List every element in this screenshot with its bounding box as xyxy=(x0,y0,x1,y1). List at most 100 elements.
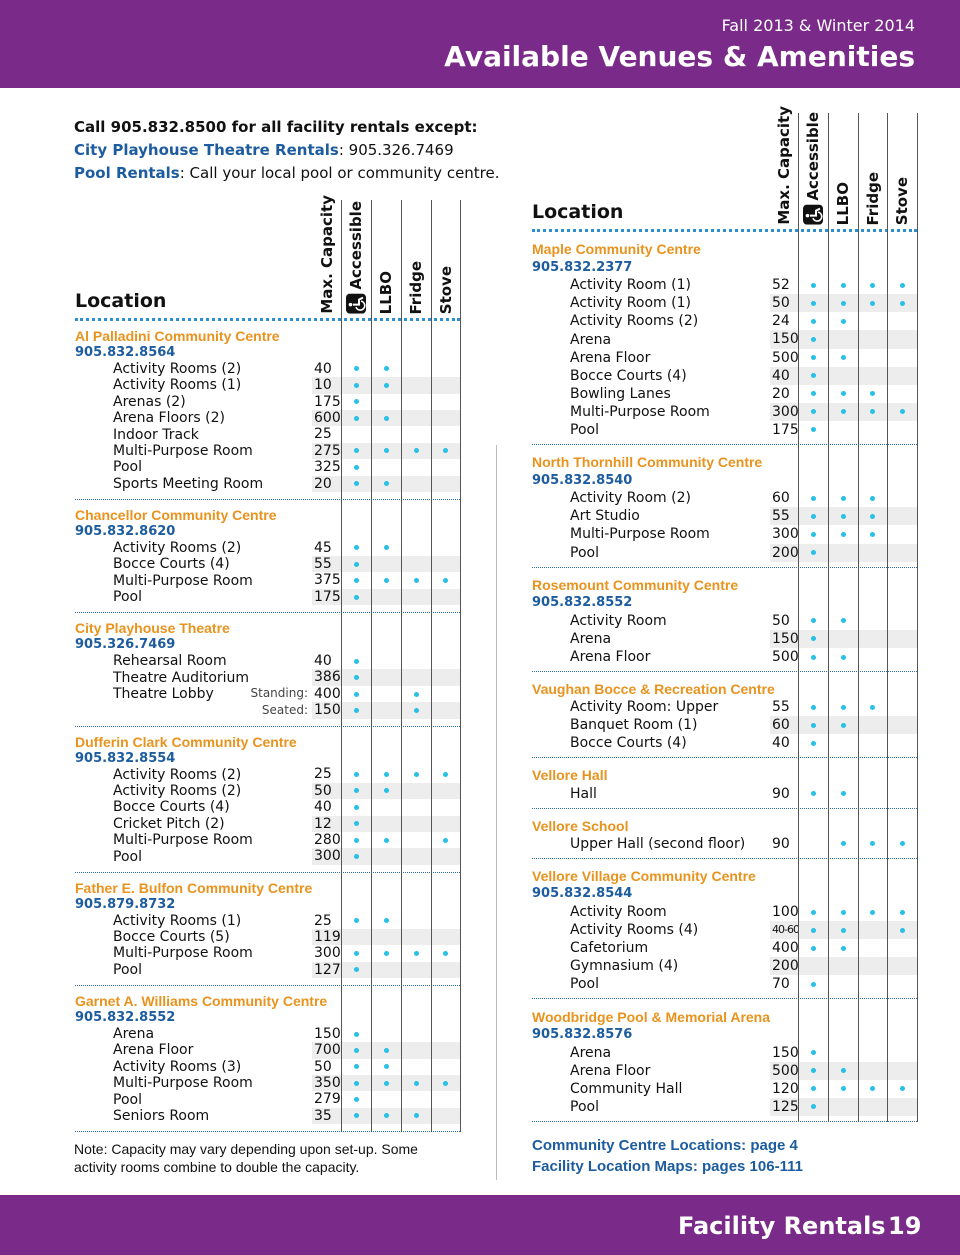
room-row: Multi-Purpose Room 375 xyxy=(75,572,460,589)
amenity-cell xyxy=(431,945,460,961)
room-row: Multi-Purpose Room 300 xyxy=(532,525,917,543)
capacity: 35 xyxy=(312,1107,341,1125)
amenity-dot xyxy=(840,531,846,537)
room-row: Pool 200 xyxy=(532,543,917,562)
amenity-cell xyxy=(371,588,401,606)
amenity-cell xyxy=(401,377,431,394)
amenity-cell xyxy=(371,848,401,865)
room-name-cell: Arena xyxy=(532,1045,770,1061)
amenity-dot xyxy=(810,337,816,343)
amenity-cell xyxy=(798,612,828,630)
amenity-dot xyxy=(870,909,875,915)
amenity-dot xyxy=(810,409,816,415)
room-name: Activity Rooms (4) xyxy=(570,922,699,939)
amenity-dot xyxy=(810,1050,816,1056)
amenity-cell xyxy=(828,612,858,630)
room-name-cell: Activity Room (2) xyxy=(532,490,770,506)
table-header: Location Max. Capacity Accessible LLBO Fridg… xyxy=(75,195,460,321)
amenity-cell xyxy=(887,385,917,403)
room-name: Activity Rooms (2) xyxy=(113,766,242,783)
column-label: Max. Capacity xyxy=(318,195,336,314)
amenity-cell xyxy=(431,782,460,800)
amenity-cell xyxy=(798,366,828,385)
amenity-dot xyxy=(413,1080,419,1086)
amenity-cell xyxy=(798,330,828,349)
column-line xyxy=(401,200,402,1132)
amenity-dot xyxy=(413,578,419,584)
room-name: Arena xyxy=(570,1044,612,1061)
amenity-dot xyxy=(810,318,816,324)
capacity: 375 xyxy=(314,572,341,589)
venue-row: North Thornhill Community Centre xyxy=(532,453,917,471)
room-row: Arena Floor 500 xyxy=(532,648,917,666)
amenity-dot xyxy=(810,550,816,556)
amenity-cell xyxy=(828,1080,858,1098)
amenity-dot xyxy=(443,448,448,454)
room-name: Arenas (2) xyxy=(113,393,186,410)
room-row: Arena 150 xyxy=(532,1044,917,1062)
phone-row: 905.832.8552 xyxy=(532,594,917,612)
room-name: Multi-Purpose Room xyxy=(113,1075,253,1092)
amenity-cell xyxy=(887,507,917,526)
venue-phone: 905.832.8552 xyxy=(532,595,633,611)
amenity-cell xyxy=(401,799,431,815)
room-name: Multi-Purpose Room xyxy=(570,403,710,420)
amenity-cell xyxy=(887,975,917,993)
amenity-dot xyxy=(899,909,905,915)
amenity-cell xyxy=(431,928,460,946)
amenity-cell xyxy=(431,1042,460,1059)
amenity-dot xyxy=(840,318,846,324)
venue-phone: 905.832.8544 xyxy=(532,886,633,902)
room-name: Theatre Lobby xyxy=(113,686,214,702)
room-name-cell: Theatre Lobby Standing: xyxy=(75,686,312,702)
venue-section: Father E. Bulfon Community Centre 905.879… xyxy=(75,873,460,987)
room-name: Arena Floors (2) xyxy=(113,410,225,427)
room-name-cell: Multi-Purpose Room xyxy=(75,1075,312,1091)
amenity-dot xyxy=(383,788,389,794)
amenity-dot xyxy=(810,300,816,306)
room-name-cell: Activity Rooms (2) xyxy=(75,540,312,556)
amenity-dot xyxy=(413,950,419,956)
room-name: Pool xyxy=(113,848,142,865)
amenity-cell xyxy=(401,686,431,702)
venue-phone: 905.832.8554 xyxy=(75,750,176,766)
room-row: Cafetorium 400 xyxy=(532,939,917,957)
amenity-cell xyxy=(828,312,858,330)
amenity-cell xyxy=(341,945,371,961)
room-row: Bocce Courts (4) 40 xyxy=(532,734,917,752)
amenity-dot xyxy=(443,772,448,778)
playhouse-text: : 905.326.7469 xyxy=(338,141,454,159)
column-text: Max. Capacity xyxy=(775,106,793,225)
room-row: Bocce Courts (4) 40 xyxy=(532,366,917,385)
amenity-cell xyxy=(371,766,401,782)
column-label: LLBO xyxy=(834,182,852,225)
column-label: Accessible xyxy=(346,201,366,314)
amenity-cell xyxy=(858,402,887,421)
column-divider xyxy=(496,445,497,1180)
room-name: Rehearsal Room xyxy=(113,653,227,670)
room-row: Rehearsal Room 40 xyxy=(75,653,460,669)
amenity-cell xyxy=(401,832,431,848)
room-name: Community Hall xyxy=(570,1080,683,1097)
room-row: Activity Rooms (1) 10 xyxy=(75,377,460,394)
room-name-cell: Bocce Courts (4) xyxy=(75,556,312,572)
capacity: 60 xyxy=(772,490,790,507)
amenity-cell xyxy=(401,913,431,929)
room-name-cell: Activity Room xyxy=(532,613,770,629)
amenity-cell xyxy=(371,361,401,377)
pool-text: : Call your local pool or community cent… xyxy=(179,164,500,182)
amenity-dot xyxy=(353,561,359,567)
amenity-cell xyxy=(401,1059,431,1075)
capacity: 25 xyxy=(314,426,332,443)
amenity-cell xyxy=(887,939,917,957)
amenity-cell xyxy=(798,921,828,940)
amenity-cell xyxy=(341,702,371,719)
note: Note: Capacity may vary depending upon s… xyxy=(74,1141,418,1175)
room-name-cell: Pool xyxy=(75,962,312,978)
amenity-cell xyxy=(341,766,371,782)
room-name-cell: Pool xyxy=(75,1092,312,1108)
room-name-cell: Activity Rooms (2) xyxy=(75,767,312,783)
room-name-cell: Activity Room (1) xyxy=(532,277,770,293)
amenity-cell xyxy=(828,421,858,439)
amenity-cell xyxy=(341,669,371,686)
